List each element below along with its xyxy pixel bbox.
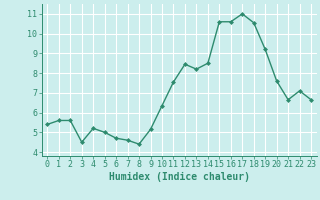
X-axis label: Humidex (Indice chaleur): Humidex (Indice chaleur) [109, 172, 250, 182]
